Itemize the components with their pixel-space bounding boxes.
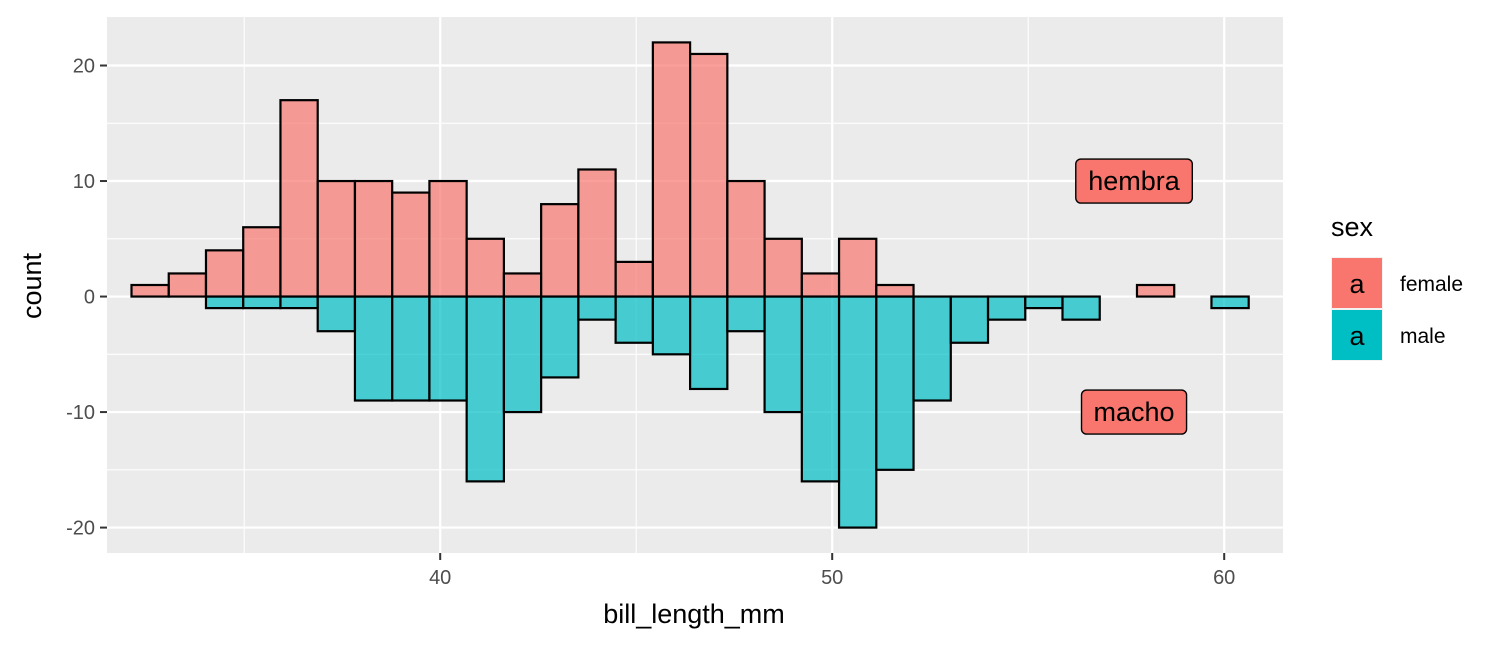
x-axis-title: bill_length_mm: [603, 599, 785, 629]
y-tick-label: 20: [73, 56, 95, 78]
bar-female: [167, 272, 208, 298]
annotation-box-hembra: [1075, 158, 1194, 204]
bar-male: [204, 295, 245, 310]
bar-female: [763, 237, 803, 298]
bars-layer: [130, 41, 1250, 529]
bar-female: [204, 249, 245, 298]
bar-male: [651, 295, 692, 356]
bar-female: [875, 283, 915, 298]
bar-female: [502, 272, 543, 298]
bar-female: [130, 283, 170, 298]
legend: sex a female a male: [1331, 212, 1463, 361]
x-tick-label: 40: [429, 567, 451, 589]
annotation-label-hembra: hembra: [1088, 166, 1181, 196]
bar-male: [688, 295, 729, 391]
annotation-box-macho: [1080, 389, 1188, 435]
legend-label-male: male: [1400, 325, 1446, 348]
bar-male: [912, 295, 952, 402]
bar-female: [428, 179, 468, 298]
bar-male: [428, 295, 468, 402]
bar-female: [800, 272, 841, 298]
bar-male: [1210, 295, 1250, 310]
bar-female: [726, 179, 766, 298]
legend-label-female: female: [1400, 273, 1463, 296]
bar-female: [614, 260, 654, 298]
bar-male: [726, 295, 766, 333]
bar-male: [465, 295, 506, 483]
legend-key-glyph: a: [1349, 269, 1365, 299]
bar-male: [614, 295, 654, 344]
bar-female: [391, 191, 431, 298]
bar-female: [1135, 283, 1176, 298]
legend-key-female: [1332, 258, 1382, 308]
bar-male: [540, 295, 580, 379]
y-axis-title: count: [17, 252, 47, 319]
bar-male: [353, 295, 394, 402]
bar-male: [949, 295, 990, 344]
bar-female: [540, 203, 580, 298]
bar-female: [837, 237, 878, 298]
bar-female: [353, 179, 394, 298]
bar-female: [465, 237, 506, 298]
legend-key-glyph: a: [1349, 321, 1365, 351]
bar-female: [577, 168, 617, 298]
bar-male: [391, 295, 431, 402]
bar-female: [242, 226, 282, 298]
bar-male: [316, 295, 357, 333]
bar-male: [577, 295, 617, 321]
y-tick-label: 0: [84, 287, 95, 309]
y-tick-label: 10: [73, 171, 95, 193]
bar-male: [1061, 295, 1101, 321]
legend-title: sex: [1331, 212, 1374, 242]
bar-male: [1024, 295, 1064, 310]
axes-layer: 20 10 0 -10 -20 40 50 60: [66, 56, 1235, 589]
bar-male: [763, 295, 803, 414]
bar-male: [875, 295, 915, 471]
bar-male: [800, 295, 841, 483]
bar-female: [316, 179, 357, 298]
legend-key-male: [1332, 310, 1382, 360]
x-tick-label: 60: [1213, 567, 1235, 589]
bar-male: [837, 295, 878, 529]
bar-female: [279, 99, 319, 298]
y-tick-label: -20: [66, 518, 95, 540]
bar-female: [651, 41, 692, 298]
bar-female: [688, 52, 729, 298]
bar-male: [242, 295, 282, 310]
annotations-layer: hembra macho: [1075, 158, 1194, 435]
y-tick-label: -10: [66, 402, 95, 424]
annotation-label-macho: macho: [1094, 397, 1175, 427]
bar-male: [279, 295, 319, 310]
bar-male: [986, 295, 1027, 321]
x-tick-label: 50: [821, 567, 843, 589]
bar-male: [502, 295, 543, 414]
